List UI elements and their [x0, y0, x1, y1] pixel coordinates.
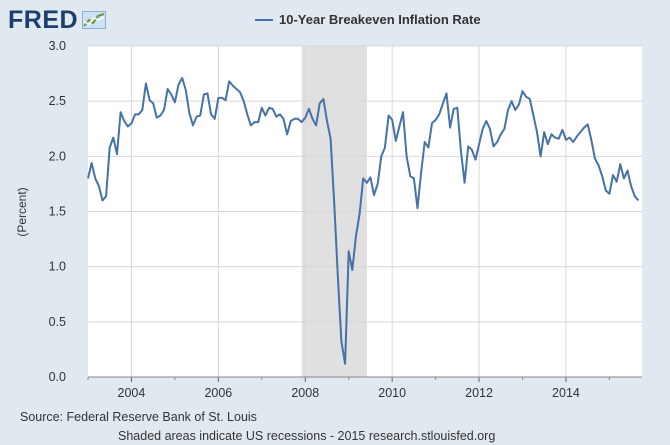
- legend-swatch: [255, 18, 273, 21]
- y-tick-label: 1.5: [49, 205, 66, 219]
- recession-note: Shaded areas indicate US recessions - 20…: [118, 429, 496, 443]
- y-tick-label: 0.0: [49, 370, 66, 384]
- legend-label: 10-Year Breakeven Inflation Rate: [279, 12, 481, 27]
- chart-legend: 10-Year Breakeven Inflation Rate: [255, 12, 481, 27]
- x-tick-label: 2006: [204, 386, 232, 400]
- grid-lines: [88, 45, 642, 377]
- x-tick-label: 2008: [291, 386, 319, 400]
- x-tick-label: 2012: [465, 386, 493, 400]
- trend-chart-icon: [82, 11, 107, 29]
- y-axis-title: (Percent): [15, 187, 29, 236]
- y-tick-label: 2.0: [49, 149, 66, 163]
- x-tick-label: 2004: [118, 386, 146, 400]
- series-layer: [87, 77, 640, 365]
- axes: 0.0 0.5 1.0 1.5 2.0 2.5 3.0 2004 2006 2008 2010 201…: [49, 39, 642, 400]
- series-line: [87, 77, 640, 365]
- fred-logo[interactable]: FRED: [8, 6, 107, 34]
- source-note: Source: Federal Reserve Bank of St. Loui…: [20, 410, 257, 424]
- y-tick-label: 0.5: [49, 315, 66, 329]
- y-tick-label: 1.0: [49, 260, 66, 274]
- y-tick-label: 2.5: [49, 94, 66, 108]
- chart-header: FRED 10-Year Breakeven Inflation Rate: [0, 0, 670, 40]
- x-tick-label: 2010: [378, 386, 406, 400]
- fred-logo-text: FRED: [8, 6, 79, 34]
- y-tick-label: 3.0: [49, 39, 66, 53]
- x-tick-label: 2014: [552, 386, 580, 400]
